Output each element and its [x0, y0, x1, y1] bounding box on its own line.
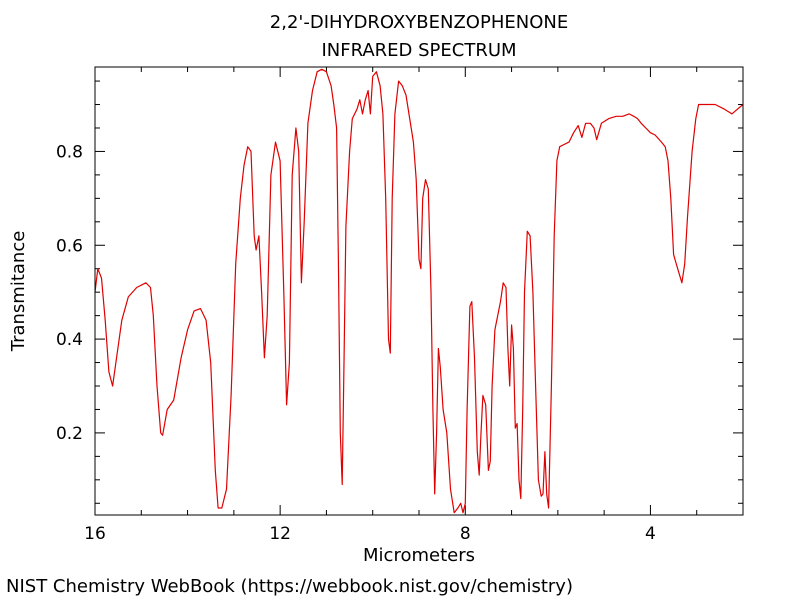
y-tick-label: 0.2 — [56, 424, 83, 444]
y-axis-label: Transmitance — [8, 231, 29, 353]
chart-title-line-2: INFRARED SPECTRUM — [321, 40, 516, 61]
x-tick-label: 4 — [645, 524, 656, 544]
source-credit: NIST Chemistry WebBook (https://webbook.… — [6, 576, 573, 597]
x-axis-label: Micrometers — [363, 545, 475, 566]
series-layer — [94, 68, 744, 514]
axis-ticks — [94, 67, 744, 515]
x-tick-label: 8 — [460, 524, 471, 544]
plot-frame — [94, 66, 744, 516]
axis-tick-labels: 16 12 8 4 0.2 0.4 0.6 0.8 — [56, 142, 656, 544]
y-tick-label: 0.6 — [56, 236, 83, 256]
y-tick-label: 0.4 — [56, 330, 83, 350]
chart-title-line-1: 2,2'-DIHYDROXYBENZOPHENONE — [270, 12, 568, 33]
y-tick-label: 0.8 — [56, 142, 83, 162]
spectrum-line — [94, 68, 744, 514]
x-tick-label: 16 — [84, 524, 106, 544]
x-tick-label: 12 — [269, 524, 291, 544]
